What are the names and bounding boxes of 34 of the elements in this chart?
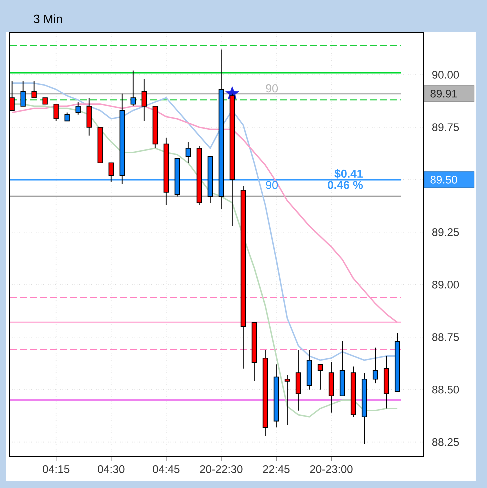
- x-tick-label: 20-23:00: [310, 466, 353, 474]
- y-tick-label: 89.75: [432, 124, 460, 132]
- candlestick: [130, 70, 136, 107]
- y-tick-label: 88.50: [432, 386, 460, 394]
- annotation: $0.41: [334, 169, 364, 179]
- candlestick: [142, 78, 147, 122]
- annotation: 90: [266, 84, 278, 93]
- y-tick-label: 88.75: [432, 333, 460, 342]
- candlestick: [76, 102, 81, 116]
- x-tick-label: 04:15: [43, 466, 70, 474]
- candlestick: [32, 80, 37, 99]
- candlestick: [372, 347, 378, 384]
- x-tick-label: 04:45: [153, 466, 180, 474]
- y-tick-label: 90.00: [432, 71, 460, 79]
- x-tick-label: 22:45: [263, 466, 290, 474]
- x-tick-label: 20-22:30: [200, 466, 243, 474]
- candlestick: [20, 80, 26, 107]
- candlestick: [328, 362, 334, 414]
- x-tick-label: 04:30: [98, 466, 125, 474]
- ref-line-label: 89.50: [430, 176, 458, 184]
- y-tick-label: 89.25: [432, 228, 460, 236]
- y-tick-label: 89.00: [432, 281, 460, 289]
- ref-line-label: 89.91: [430, 90, 458, 98]
- y-tick-label: 88.25: [432, 438, 460, 446]
- annotation: 90: [266, 181, 278, 190]
- candlestick: [296, 350, 302, 412]
- candlestick: [284, 374, 290, 426]
- candlestick: [54, 104, 59, 122]
- chart-title: 3 Min: [34, 14, 62, 24]
- candlestick: [108, 162, 114, 182]
- candlestick: [86, 98, 92, 136]
- candlestick: [186, 142, 192, 164]
- annotation: 0.46 %: [328, 181, 364, 190]
- candlestick: [318, 364, 324, 390]
